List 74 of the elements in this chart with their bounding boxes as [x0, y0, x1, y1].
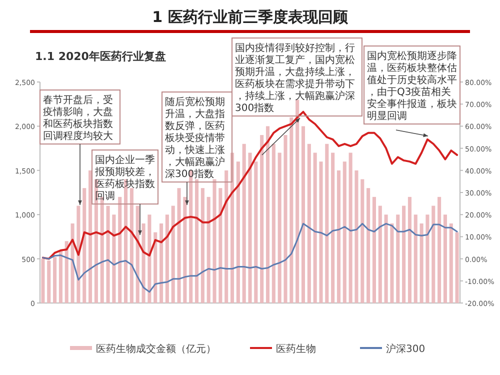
bar — [266, 126, 270, 303]
bar — [200, 188, 204, 303]
bar — [236, 162, 240, 303]
bar — [325, 144, 329, 303]
bar — [313, 152, 317, 303]
bar — [449, 223, 453, 303]
bar — [408, 196, 412, 303]
bar — [159, 223, 164, 303]
bar — [342, 162, 346, 303]
bar — [47, 260, 51, 303]
bar — [260, 135, 264, 303]
bar — [319, 162, 323, 303]
annotation: 随后宽松预期升温，大盘指数反弹，医药板块受疫情带动，快速上涨，大幅跑赢沪深300指数 — [164, 96, 225, 180]
chart-title: 1 医药行业前三季度表现回顾 — [152, 8, 349, 26]
bar — [426, 214, 430, 303]
bar — [248, 152, 252, 303]
bar — [224, 170, 228, 303]
bar — [118, 196, 122, 303]
bar — [301, 126, 306, 303]
bar — [53, 257, 57, 303]
bar — [165, 214, 169, 303]
bar — [136, 206, 140, 303]
bar — [177, 188, 181, 303]
bar — [130, 188, 134, 303]
bar — [58, 250, 62, 303]
bar — [443, 214, 447, 303]
bar — [336, 170, 341, 303]
bar — [414, 214, 418, 303]
bar — [354, 170, 358, 303]
bar — [212, 179, 216, 303]
bar — [366, 188, 370, 303]
chart-subtitle: 1.1 2020年医药行业复盘 — [35, 50, 166, 63]
legend-label: 医药生物成交金额（亿元） — [96, 343, 216, 355]
line-series — [42, 222, 458, 293]
bar — [278, 152, 282, 303]
bar — [384, 214, 388, 303]
bar — [378, 206, 382, 303]
bar — [296, 100, 300, 303]
bar — [82, 188, 86, 303]
bar — [88, 170, 92, 303]
bar — [432, 206, 436, 303]
bar — [112, 214, 116, 303]
legend-label: 沪深300 — [386, 343, 426, 355]
legend-label: 医药生物 — [276, 343, 316, 355]
bar — [420, 223, 424, 303]
bar — [106, 206, 110, 303]
bar — [64, 241, 68, 303]
bar — [438, 196, 442, 303]
bar — [360, 179, 364, 303]
annotation: 国内企业一季报预期较差，医药板块指数回调 — [94, 154, 155, 202]
bar — [254, 162, 258, 303]
bar — [290, 117, 294, 303]
bar — [242, 144, 246, 303]
annotation: 春节开盘后，受疫情影响，大盘和医药板块指数回调程度均较大 — [43, 94, 113, 142]
bar — [372, 196, 376, 303]
bar — [396, 214, 400, 303]
bar — [206, 196, 210, 303]
bar — [402, 206, 406, 303]
bar — [148, 214, 152, 303]
bar — [307, 144, 311, 303]
bar — [455, 232, 459, 303]
bar — [171, 206, 175, 303]
bar — [272, 144, 276, 303]
bar — [154, 232, 158, 303]
bar — [194, 179, 199, 303]
bar — [331, 152, 335, 303]
bar — [142, 223, 146, 303]
bar — [218, 188, 222, 303]
bar — [284, 135, 288, 303]
bar — [41, 258, 45, 303]
bar — [390, 223, 394, 303]
annotation: 国内宽松预期逐步降温，医药板块整体估值处于历史较高水平，由于Q3疫苗相关安全事件报道，板块明显回调 — [367, 50, 457, 122]
bar — [348, 152, 352, 303]
annotation: 国内疫情得到较好控制，行业逐渐复工复产，国内宽松预期升温，大盘持续上涨，医药板块在需求提升带动下，持续上涨，大幅跑赢沪深300指数 — [235, 42, 355, 114]
